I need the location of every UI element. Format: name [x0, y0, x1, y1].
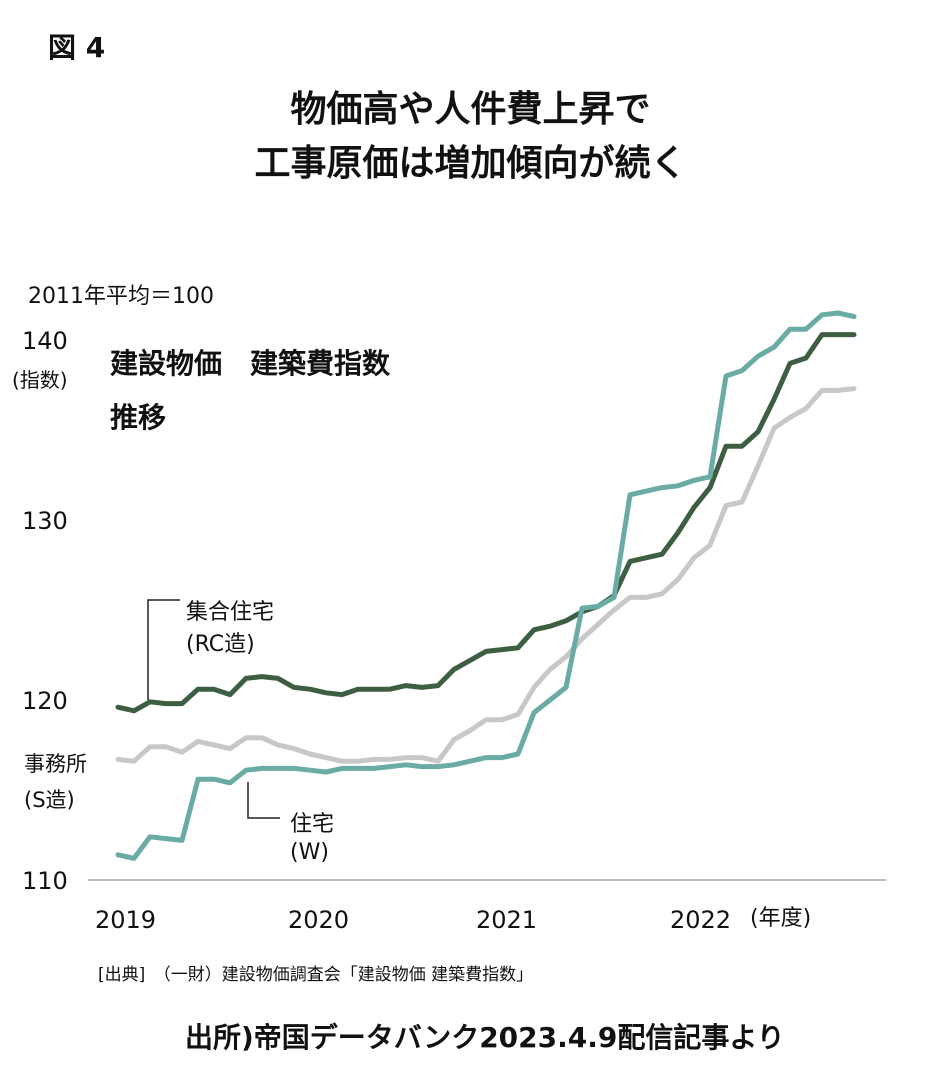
- y-tick-label: 110: [22, 867, 68, 895]
- callout-line-w: [247, 782, 280, 819]
- title-line-2: 工事原価は増加傾向が続く: [254, 143, 687, 184]
- chart-subtitle: 推移: [110, 401, 167, 434]
- label-s-name: 事務所: [24, 752, 87, 776]
- chart-title: 建設物価 建築費指数: [110, 347, 391, 380]
- series-line-0: [115, 332, 857, 714]
- y-tick-label: 140: [22, 327, 68, 355]
- credit-note: 出所)帝国データバンク2023.4.9配信記事より: [185, 1021, 785, 1054]
- x-axis-label: (年度): [750, 906, 812, 931]
- label-w-name: 住宅: [290, 812, 335, 837]
- x-tick-label: 2020: [288, 906, 349, 934]
- figure-label: 図 4: [48, 31, 106, 64]
- base-note: 2011年平均＝100: [28, 284, 214, 309]
- label-w-type: (W): [290, 840, 329, 865]
- y-tick-label: 130: [22, 507, 68, 535]
- label-s-type: (S造): [24, 788, 75, 812]
- callout-line-rc: [147, 599, 180, 700]
- y-axis-label: (指数): [12, 368, 68, 392]
- title-line-1: 物価高や人件費上昇で: [290, 89, 651, 130]
- label-rc-type: (RC造): [186, 632, 255, 657]
- x-tick-label: 2021: [476, 906, 537, 934]
- series-line-2: [115, 310, 857, 861]
- x-tick-label: 2019: [95, 906, 156, 934]
- source-note: [出典] （一財）建設物価調査会「建設物価 建築費指数」: [98, 965, 534, 985]
- x-tick-label: 2022: [670, 906, 731, 934]
- label-rc-name: 集合住宅: [186, 600, 275, 625]
- y-tick-label: 120: [22, 687, 68, 715]
